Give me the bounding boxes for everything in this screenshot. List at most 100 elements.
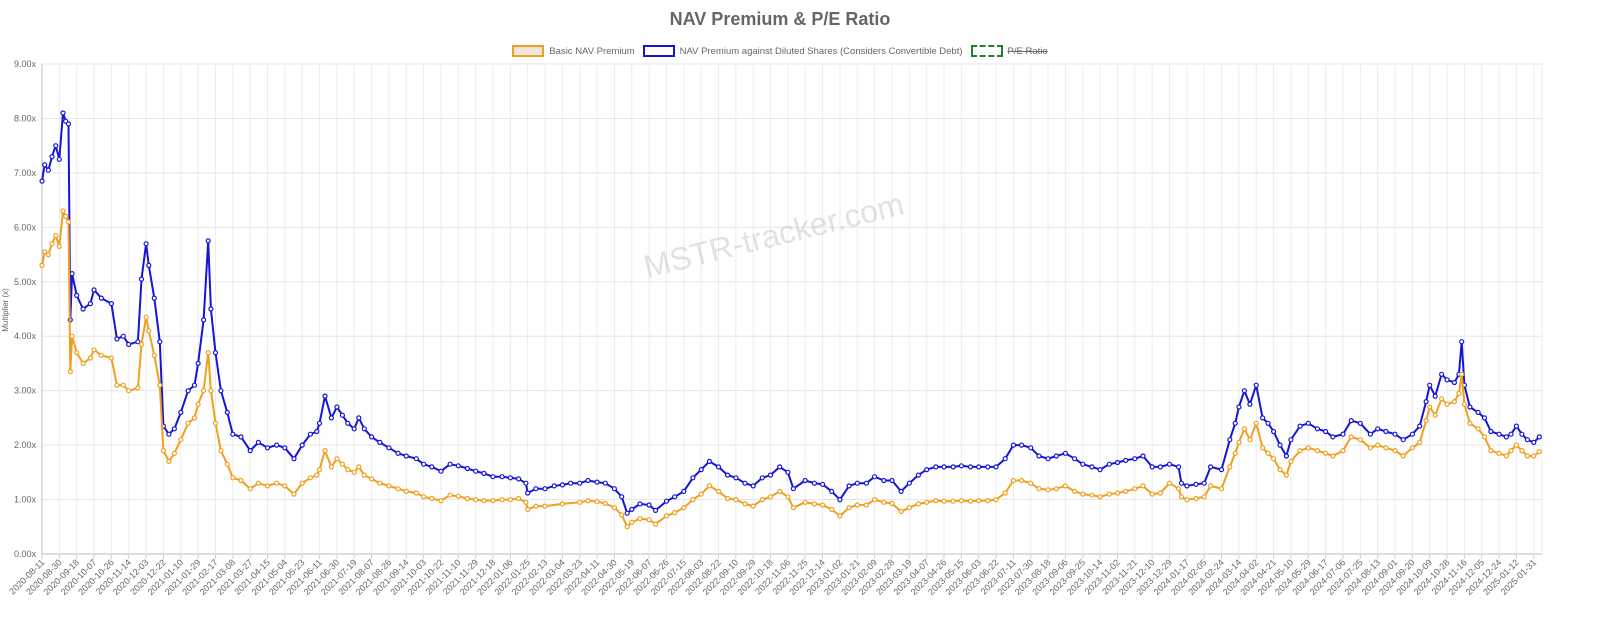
data-point-nav-premium-against-diluted-shares-considers-convertible-debt[interactable] xyxy=(224,409,230,415)
data-point-basic-nav-premium[interactable] xyxy=(1496,450,1502,456)
data-point-basic-nav-premium[interactable] xyxy=(1427,404,1433,410)
data-point-basic-nav-premium[interactable] xyxy=(403,488,409,494)
data-point-nav-premium-against-diluted-shares-considers-convertible-debt[interactable] xyxy=(889,477,895,484)
data-point-nav-premium-against-diluted-shares-considers-convertible-debt[interactable] xyxy=(767,472,774,478)
data-point-basic-nav-premium[interactable] xyxy=(247,486,253,492)
data-point-basic-nav-premium[interactable] xyxy=(1513,442,1520,448)
data-point-nav-premium-against-diluted-shares-considers-convertible-debt[interactable] xyxy=(681,488,687,494)
data-point-basic-nav-premium[interactable] xyxy=(889,500,895,506)
data-point-basic-nav-premium[interactable] xyxy=(525,506,531,512)
data-point-nav-premium-against-diluted-shares-considers-convertible-debt[interactable] xyxy=(1123,457,1129,463)
data-point-nav-premium-against-diluted-shares-considers-convertible-debt[interactable] xyxy=(1207,464,1214,470)
data-point-basic-nav-premium[interactable] xyxy=(724,495,731,502)
data-point-nav-premium-against-diluted-shares-considers-convertible-debt[interactable] xyxy=(1330,434,1336,440)
data-point-basic-nav-premium[interactable] xyxy=(1201,494,1207,500)
data-point-nav-premium-against-diluted-shares-considers-convertible-debt[interactable] xyxy=(733,475,739,481)
data-point-basic-nav-premium[interactable] xyxy=(1375,442,1381,448)
data-point-nav-premium-against-diluted-shares-considers-convertible-debt[interactable] xyxy=(898,488,904,494)
data-point-basic-nav-premium[interactable] xyxy=(1114,490,1121,496)
data-point-nav-premium-against-diluted-shares-considers-convertible-debt[interactable] xyxy=(201,317,207,323)
data-point-basic-nav-premium[interactable] xyxy=(507,497,513,503)
data-point-basic-nav-premium[interactable] xyxy=(369,476,375,482)
data-point-nav-premium-against-diluted-shares-considers-convertible-debt[interactable] xyxy=(80,306,86,312)
data-point-nav-premium-against-diluted-shares-considers-convertible-debt[interactable] xyxy=(602,480,608,486)
data-point-nav-premium-against-diluted-shares-considers-convertible-debt[interactable] xyxy=(690,475,696,481)
data-point-nav-premium-against-diluted-shares-considers-convertible-debt[interactable] xyxy=(1053,453,1059,459)
data-point-nav-premium-against-diluted-shares-considers-convertible-debt[interactable] xyxy=(356,415,362,421)
data-point-nav-premium-against-diluted-shares-considers-convertible-debt[interactable] xyxy=(264,445,271,451)
data-point-nav-premium-against-diluted-shares-considers-convertible-debt[interactable] xyxy=(1400,437,1406,443)
data-point-nav-premium-against-diluted-shares-considers-convertible-debt[interactable] xyxy=(282,445,288,451)
data-point-nav-premium-against-diluted-shares-considers-convertible-debt[interactable] xyxy=(785,469,791,475)
data-point-basic-nav-premium[interactable] xyxy=(785,494,791,500)
data-point-basic-nav-premium[interactable] xyxy=(361,472,367,478)
data-point-nav-premium-against-diluted-shares-considers-convertible-debt[interactable] xyxy=(1236,404,1242,410)
data-point-nav-premium-against-diluted-shares-considers-convertible-debt[interactable] xyxy=(1451,379,1458,386)
data-point-nav-premium-against-diluted-shares-considers-convertible-debt[interactable] xyxy=(1114,459,1121,466)
data-point-basic-nav-premium[interactable] xyxy=(1423,418,1429,424)
data-point-nav-premium-against-diluted-shares-considers-convertible-debt[interactable] xyxy=(60,110,66,116)
data-point-basic-nav-premium[interactable] xyxy=(1461,401,1468,407)
data-point-basic-nav-premium[interactable] xyxy=(421,494,427,500)
data-point-nav-premium-against-diluted-shares-considers-convertible-debt[interactable] xyxy=(577,480,583,486)
data-point-nav-premium-against-diluted-shares-considers-convertible-debt[interactable] xyxy=(1481,415,1488,421)
data-point-nav-premium-against-diluted-shares-considers-convertible-debt[interactable] xyxy=(585,477,591,484)
data-point-nav-premium-against-diluted-shares-considers-convertible-debt[interactable] xyxy=(74,292,80,298)
data-point-nav-premium-against-diluted-shares-considers-convertible-debt[interactable] xyxy=(1375,426,1381,432)
data-point-basic-nav-premium[interactable] xyxy=(205,350,211,356)
data-point-nav-premium-against-diluted-shares-considers-convertible-debt[interactable] xyxy=(91,287,97,293)
data-point-nav-premium-against-diluted-shares-considers-convertible-debt[interactable] xyxy=(361,426,367,432)
data-point-basic-nav-premium[interactable] xyxy=(1467,420,1473,426)
data-point-nav-premium-against-diluted-shares-considers-convertible-debt[interactable] xyxy=(1218,467,1225,473)
data-point-nav-premium-against-diluted-shares-considers-convertible-debt[interactable] xyxy=(542,486,548,492)
data-point-nav-premium-against-diluted-shares-considers-convertible-debt[interactable] xyxy=(1357,420,1363,426)
data-point-basic-nav-premium[interactable] xyxy=(1357,437,1363,443)
data-point-basic-nav-premium[interactable] xyxy=(559,501,566,507)
data-point-basic-nav-premium[interactable] xyxy=(45,252,52,258)
data-point-nav-premium-against-diluted-shares-considers-convertible-debt[interactable] xyxy=(1383,428,1389,435)
data-point-basic-nav-premium[interactable] xyxy=(871,497,878,503)
data-point-nav-premium-against-diluted-shares-considers-convertible-debt[interactable] xyxy=(1417,423,1423,429)
data-point-nav-premium-against-diluted-shares-considers-convertible-debt[interactable] xyxy=(230,431,236,437)
data-point-basic-nav-premium[interactable] xyxy=(114,382,120,388)
data-point-basic-nav-premium[interactable] xyxy=(135,385,141,391)
data-point-nav-premium-against-diluted-shares-considers-convertible-debt[interactable] xyxy=(1028,445,1034,451)
data-point-nav-premium-against-diluted-shares-considers-convertible-debt[interactable] xyxy=(45,167,52,173)
data-point-nav-premium-against-diluted-shares-considers-convertible-debt[interactable] xyxy=(1062,450,1069,456)
data-point-basic-nav-premium[interactable] xyxy=(481,498,487,504)
data-point-basic-nav-premium[interactable] xyxy=(915,501,922,507)
data-point-basic-nav-premium[interactable] xyxy=(1348,434,1354,440)
data-point-nav-premium-against-diluted-shares-considers-convertible-debt[interactable] xyxy=(345,420,351,426)
data-point-basic-nav-premium[interactable] xyxy=(1253,420,1259,426)
data-point-basic-nav-premium[interactable] xyxy=(1071,488,1078,494)
data-point-nav-premium-against-diluted-shares-considers-convertible-debt[interactable] xyxy=(811,480,818,486)
data-point-nav-premium-against-diluted-shares-considers-convertible-debt[interactable] xyxy=(933,464,939,470)
data-point-basic-nav-premium[interactable] xyxy=(933,498,939,504)
data-point-basic-nav-premium[interactable] xyxy=(790,505,797,511)
data-point-nav-premium-against-diluted-shares-considers-convertible-debt[interactable] xyxy=(98,295,104,301)
data-point-nav-premium-against-diluted-shares-considers-convertible-debt[interactable] xyxy=(846,483,852,489)
data-point-basic-nav-premium[interactable] xyxy=(1053,486,1059,492)
data-point-nav-premium-against-diluted-shares-considers-convertible-debt[interactable] xyxy=(1097,467,1103,473)
data-point-nav-premium-against-diluted-shares-considers-convertible-debt[interactable] xyxy=(455,463,461,469)
data-point-nav-premium-against-diluted-shares-considers-convertible-debt[interactable] xyxy=(157,339,163,345)
data-point-nav-premium-against-diluted-shares-considers-convertible-debt[interactable] xyxy=(724,472,731,478)
data-point-basic-nav-premium[interactable] xyxy=(619,512,625,518)
data-point-basic-nav-premium[interactable] xyxy=(950,498,956,504)
data-point-basic-nav-premium[interactable] xyxy=(80,360,86,366)
data-point-nav-premium-against-diluted-shares-considers-convertible-debt[interactable] xyxy=(120,333,126,339)
data-point-nav-premium-against-diluted-shares-considers-convertible-debt[interactable] xyxy=(1475,409,1481,415)
data-point-nav-premium-against-diluted-shares-considers-convertible-debt[interactable] xyxy=(481,470,487,476)
data-point-nav-premium-against-diluted-shares-considers-convertible-debt[interactable] xyxy=(976,464,982,470)
data-point-nav-premium-against-diluted-shares-considers-convertible-debt[interactable] xyxy=(1045,456,1051,462)
data-point-nav-premium-against-diluted-shares-considers-convertible-debt[interactable] xyxy=(1322,428,1329,435)
data-point-basic-nav-premium[interactable] xyxy=(160,448,166,454)
data-point-basic-nav-premium[interactable] xyxy=(1241,426,1248,432)
data-point-basic-nav-premium[interactable] xyxy=(91,347,97,353)
data-point-basic-nav-premium[interactable] xyxy=(171,450,177,456)
data-point-basic-nav-premium[interactable] xyxy=(413,490,419,496)
data-point-nav-premium-against-diluted-shares-considers-convertible-debt[interactable] xyxy=(178,409,184,415)
data-point-nav-premium-against-diluted-shares-considers-convertible-debt[interactable] xyxy=(525,490,531,496)
data-point-basic-nav-premium[interactable] xyxy=(706,483,713,489)
data-point-basic-nav-premium[interactable] xyxy=(811,501,818,507)
